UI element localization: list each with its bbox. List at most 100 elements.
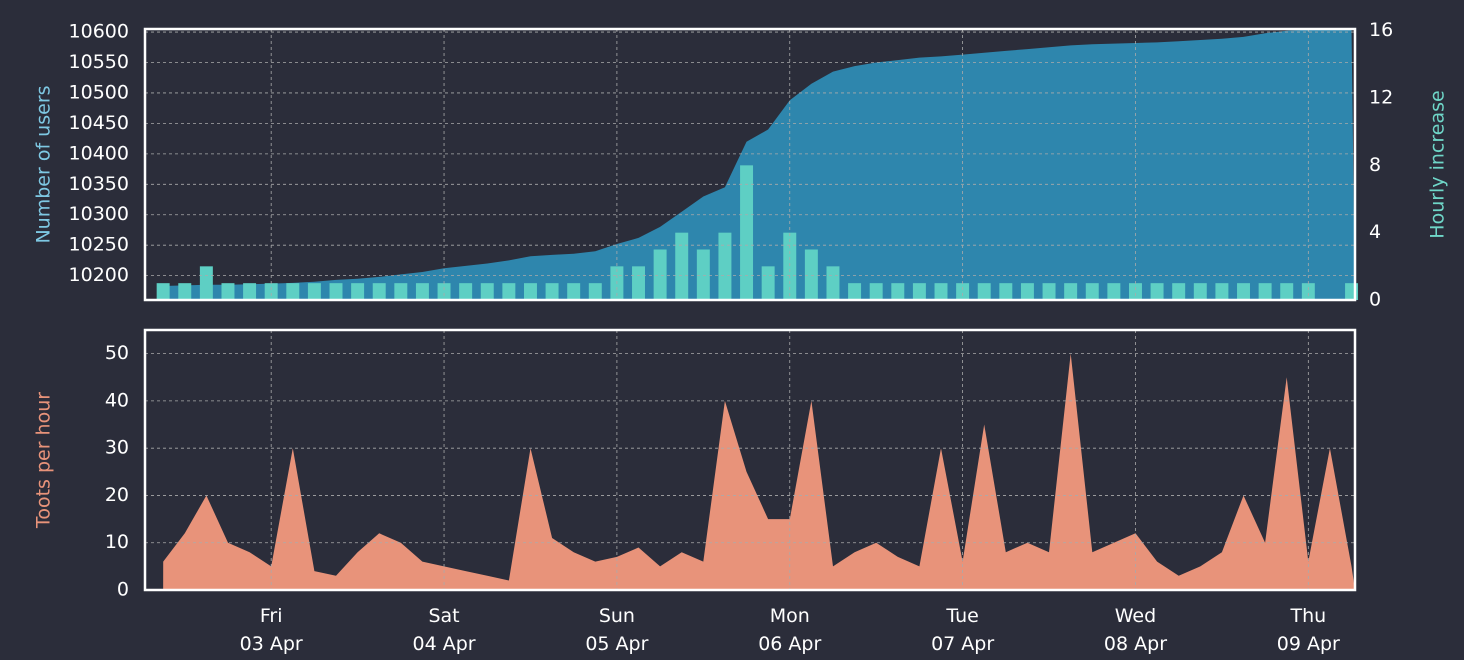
- bar: [1064, 283, 1078, 300]
- y-tick-label: 10350: [69, 173, 129, 195]
- bar: [480, 283, 494, 300]
- x-tick-label: Tue 07 Apr: [931, 605, 994, 655]
- x-tick-date: 08 Apr: [1104, 633, 1167, 655]
- y-tick-label: 10600: [69, 21, 129, 43]
- y-tick-label: 10450: [69, 112, 129, 134]
- bar: [783, 232, 797, 300]
- bar: [199, 266, 213, 300]
- bar: [804, 249, 818, 300]
- bar: [653, 249, 667, 300]
- y-tick-label: 0: [117, 579, 129, 601]
- bar: [761, 266, 775, 300]
- bar: [372, 283, 386, 300]
- bar: [394, 283, 408, 300]
- bar: [156, 283, 170, 300]
- bar: [1215, 283, 1229, 300]
- area: [163, 353, 1355, 590]
- y-axis-label: Toots per hour: [33, 392, 55, 529]
- bar: [329, 283, 343, 300]
- bar: [502, 283, 516, 300]
- y-tick-label: 10: [105, 531, 129, 553]
- bar: [912, 283, 926, 300]
- plot-frame: [143, 328, 1357, 592]
- bar: [848, 283, 862, 300]
- bar: [1280, 283, 1294, 300]
- bar: [437, 283, 451, 300]
- y2-tick-label: 0: [1369, 289, 1381, 311]
- y-tick-label: 40: [105, 389, 129, 411]
- bar: [1301, 283, 1315, 300]
- bar: [1107, 283, 1121, 300]
- y-tick-label: 10500: [69, 81, 129, 103]
- bar: [869, 283, 883, 300]
- x-tick-label: Fri 03 Apr: [240, 605, 303, 655]
- x-tick-day: Sun: [599, 605, 635, 627]
- x-tick-day: Tue: [945, 605, 978, 627]
- bar: [718, 232, 732, 300]
- y-tick-label: 10400: [69, 142, 129, 164]
- bar: [1150, 283, 1164, 300]
- bar: [243, 283, 257, 300]
- bar: [1128, 283, 1142, 300]
- bar: [934, 283, 948, 300]
- bar: [977, 283, 991, 300]
- bar: [264, 283, 278, 300]
- y2-tick-label: 8: [1369, 154, 1381, 176]
- x-tick-label: Sat 04 Apr: [412, 605, 475, 655]
- x-tick-day: Sat: [428, 605, 459, 627]
- x-tick-date: 04 Apr: [412, 633, 475, 655]
- y-axis-label: Number of users: [33, 85, 55, 243]
- x-tick-day: Fri: [260, 605, 283, 627]
- x-tick-label: Wed 08 Apr: [1104, 605, 1167, 655]
- bar: [307, 283, 321, 300]
- bar: [588, 283, 602, 300]
- x-tick-date: 06 Apr: [758, 633, 821, 655]
- y2-tick-label: 4: [1369, 221, 1381, 243]
- y-tick-label: 30: [105, 437, 129, 459]
- x-tick-label: Mon 06 Apr: [758, 605, 821, 655]
- bar: [415, 283, 429, 300]
- x-tick-date: 09 Apr: [1277, 633, 1340, 655]
- bar: [1085, 283, 1099, 300]
- bar: [178, 283, 192, 300]
- bar: [632, 266, 645, 300]
- x-tick-date: 05 Apr: [585, 633, 648, 655]
- bar: [221, 283, 235, 300]
- area: [163, 29, 1355, 300]
- bar: [1042, 283, 1056, 300]
- bar: [1237, 283, 1250, 300]
- plot-frame: [143, 27, 1357, 302]
- y-tick-label: 10200: [69, 264, 129, 286]
- x-tick-date: 07 Apr: [931, 633, 994, 655]
- y-tick-label: 10550: [69, 51, 129, 73]
- x-tick-day: Wed: [1115, 605, 1156, 627]
- bar: [1193, 283, 1207, 300]
- bar: [696, 249, 710, 300]
- bar: [740, 165, 754, 300]
- x-tick-day: Thu: [1289, 605, 1326, 627]
- x-tick-label: Sun 05 Apr: [585, 605, 648, 655]
- y-tick-label: 20: [105, 484, 129, 506]
- bar: [891, 283, 905, 300]
- x-tick-label: Thu 09 Apr: [1277, 605, 1340, 655]
- bar: [826, 266, 840, 300]
- x-tick-day: Mon: [770, 605, 810, 627]
- bar: [956, 283, 970, 300]
- bar: [351, 283, 365, 300]
- x-tick-date: 03 Apr: [240, 633, 303, 655]
- bar: [459, 283, 473, 300]
- bar: [286, 283, 300, 300]
- bar: [1020, 283, 1034, 300]
- y-tick-label: 50: [105, 342, 129, 364]
- y2-tick-label: 16: [1369, 19, 1393, 41]
- y-tick-label: 10300: [69, 203, 129, 225]
- bar: [567, 283, 581, 300]
- bar: [999, 283, 1013, 300]
- y2-tick-label: 12: [1369, 87, 1393, 109]
- y2-axis-label: Hourly increase: [1427, 90, 1449, 238]
- bar: [545, 283, 559, 300]
- bar: [675, 232, 689, 300]
- bar: [1172, 283, 1186, 300]
- y-tick-label: 10250: [69, 234, 129, 256]
